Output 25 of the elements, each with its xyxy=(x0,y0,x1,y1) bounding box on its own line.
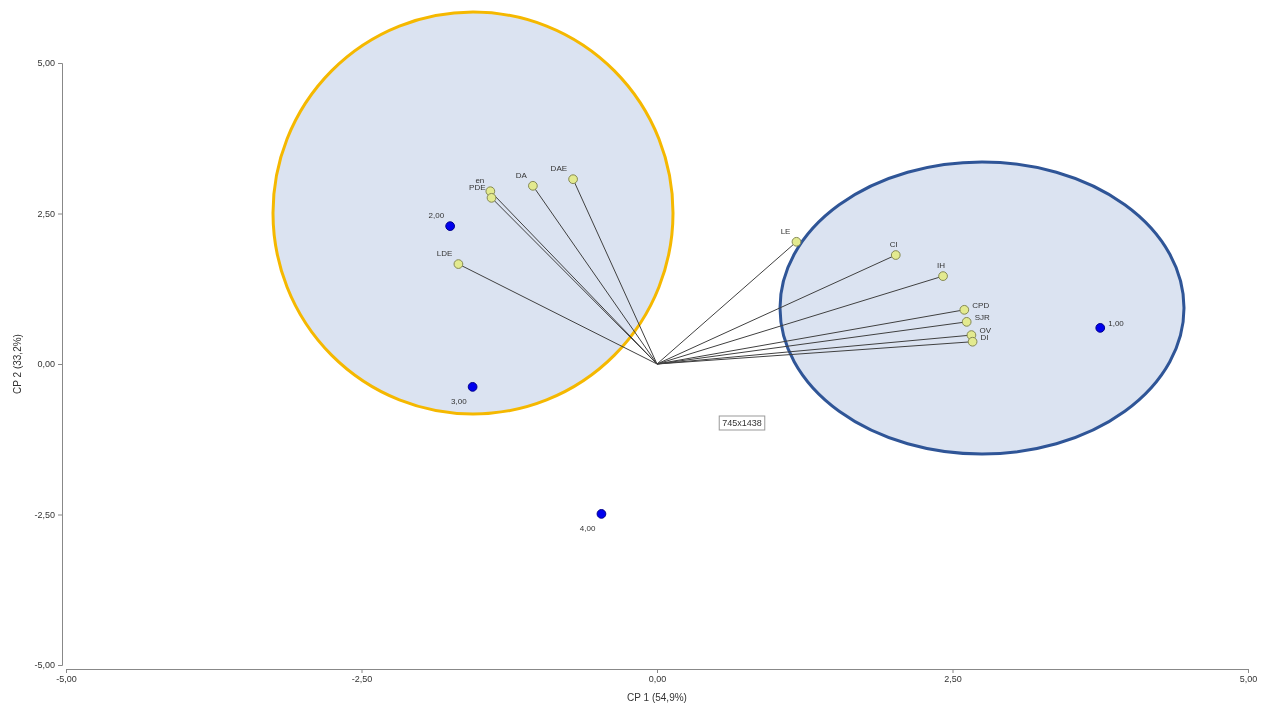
annotation: 3,00 xyxy=(451,396,468,406)
annotation: LE xyxy=(780,226,791,236)
x-tick-label: 5,00 xyxy=(1239,674,1258,685)
annotation: 1,00 xyxy=(1108,318,1125,328)
annotation: IH xyxy=(937,261,946,271)
y-tick-label: 2,50 xyxy=(37,208,55,219)
x-tick-label: 0,00 xyxy=(648,674,667,685)
annotation: LDE xyxy=(436,249,453,259)
x-tick-label: 2,50 xyxy=(944,674,962,685)
y-tick-label: 0,00 xyxy=(37,359,55,370)
annotation: SJR xyxy=(974,312,991,322)
annotation: CI xyxy=(889,240,898,250)
annotation: 2,00 xyxy=(428,211,445,221)
y-axis-title: CP 2 (33,2%) xyxy=(12,334,23,394)
annotation: 4,00 xyxy=(579,523,596,533)
annotation: DA xyxy=(515,170,528,180)
y-tick-label: 5,00 xyxy=(37,58,55,69)
annotation: CPD xyxy=(972,300,990,310)
annotation: 745x1438 xyxy=(722,418,762,428)
y-tick-label: -5,00 xyxy=(34,660,55,671)
x-axis-title: CP 1 (54,9%) xyxy=(627,692,687,703)
x-tick-label: -2,50 xyxy=(351,674,373,685)
annotation: DAE xyxy=(550,164,568,174)
y-tick-label: -2,50 xyxy=(34,509,55,520)
x-tick-label: -5,00 xyxy=(56,674,77,685)
